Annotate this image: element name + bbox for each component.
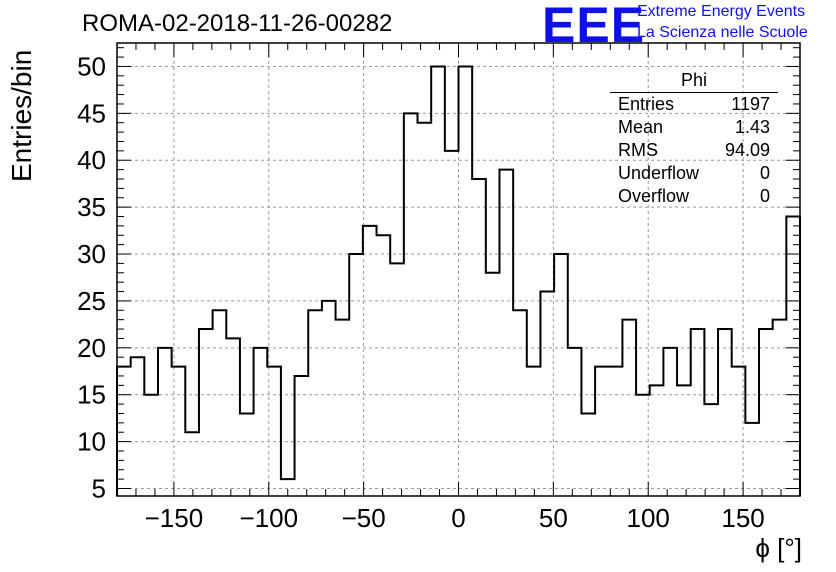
histogram-bin bbox=[554, 254, 568, 496]
histogram-bin bbox=[131, 357, 145, 496]
stats-label: RMS bbox=[618, 140, 658, 160]
histogram-bin bbox=[786, 217, 800, 496]
x-tick-label: 0 bbox=[451, 503, 465, 533]
stats-row-mean: Mean 1.43 bbox=[610, 116, 778, 139]
y-tick-label: 50 bbox=[77, 51, 106, 81]
x-tick-label: 100 bbox=[627, 503, 670, 533]
y-tick-label: 10 bbox=[77, 427, 106, 457]
histogram-bin bbox=[336, 320, 350, 496]
y-tick-label: 25 bbox=[77, 286, 106, 316]
histogram-bin bbox=[636, 395, 650, 496]
histogram-bin bbox=[745, 423, 759, 496]
histogram-bin bbox=[540, 292, 554, 496]
histogram-bin bbox=[513, 310, 527, 496]
x-tick-label: 50 bbox=[539, 503, 568, 533]
stats-title: Phi bbox=[610, 70, 778, 93]
histogram-bin bbox=[213, 310, 227, 496]
x-axis-label: ϕ [°] bbox=[755, 533, 802, 563]
y-tick-label: 40 bbox=[77, 145, 106, 175]
histogram-bin bbox=[240, 413, 254, 496]
x-tick-label: −150 bbox=[145, 503, 204, 533]
y-tick-label: 15 bbox=[77, 380, 106, 410]
stats-value: 94.09 bbox=[724, 140, 770, 160]
histogram-bin bbox=[254, 348, 268, 496]
y-axis-label: Entries/bin bbox=[6, 49, 37, 182]
histogram-bin bbox=[759, 329, 773, 496]
histogram-bin bbox=[527, 367, 541, 496]
stats-row-underflow: Underflow 0 bbox=[610, 162, 778, 185]
x-tick-label: 150 bbox=[721, 503, 764, 533]
histogram-bin bbox=[322, 301, 336, 496]
histogram-bin bbox=[718, 329, 732, 496]
histogram-bin bbox=[445, 151, 459, 496]
histogram-bin bbox=[117, 367, 131, 496]
stats-value: 1197 bbox=[731, 94, 770, 114]
histogram-bin bbox=[377, 235, 391, 496]
histogram-bin bbox=[226, 338, 240, 496]
histogram-bin bbox=[172, 367, 186, 496]
stats-value: 1.43 bbox=[734, 117, 770, 137]
stats-label: Mean bbox=[618, 117, 664, 137]
stats-row-entries: Entries 1197 bbox=[610, 93, 778, 116]
histogram-bin bbox=[609, 367, 623, 496]
histogram-bin bbox=[363, 226, 377, 496]
y-tick-label: 35 bbox=[77, 192, 106, 222]
histogram-bin bbox=[568, 348, 582, 496]
histogram-series bbox=[116, 65, 801, 496]
histogram-bin bbox=[704, 404, 718, 496]
x-tick-label: −100 bbox=[239, 503, 298, 533]
histogram-bin bbox=[431, 66, 445, 496]
histogram-bin bbox=[773, 320, 787, 496]
histogram-bin bbox=[404, 113, 418, 496]
stats-label: Overflow bbox=[618, 186, 690, 206]
histogram-bin bbox=[390, 263, 404, 496]
stats-value: 0 bbox=[759, 186, 770, 206]
histogram-bin bbox=[199, 329, 213, 496]
histogram-bin bbox=[308, 310, 322, 496]
axis-ticks bbox=[116, 43, 801, 496]
y-tick-label: 45 bbox=[77, 98, 106, 128]
stats-row-overflow: Overflow 0 bbox=[610, 185, 778, 208]
y-tick-label: 5 bbox=[92, 473, 106, 503]
stats-box: Phi Entries 1197 Mean 1.43 RMS 94.09 Und… bbox=[610, 70, 778, 208]
histogram-bin bbox=[349, 254, 363, 496]
histogram-bin bbox=[267, 367, 281, 496]
org-name-line2: La Scienza nelle Scuole bbox=[637, 24, 808, 41]
histogram-bin bbox=[677, 385, 691, 496]
histogram-bin bbox=[158, 348, 172, 496]
histogram-bin bbox=[650, 385, 664, 496]
histogram-bin bbox=[499, 170, 513, 496]
histogram-bin bbox=[185, 432, 199, 496]
histogram-bin bbox=[595, 367, 609, 496]
histogram-bin bbox=[144, 395, 158, 496]
tick-labels: −150 −100 −50 0 50 100 150 5 10 15 20 25 30 35 40 45 50 bbox=[77, 51, 765, 533]
stats-label: Entries bbox=[618, 94, 675, 114]
org-name-line1: Extreme Energy Events bbox=[637, 3, 806, 20]
histogram-bin bbox=[732, 367, 746, 496]
chart-title: ROMA-02-2018-11-26-00282 bbox=[82, 10, 393, 37]
y-tick-label: 20 bbox=[77, 333, 106, 363]
histogram-bin bbox=[472, 179, 486, 496]
stats-label: Underflow bbox=[618, 163, 700, 183]
y-tick-label: 30 bbox=[77, 239, 106, 269]
histogram-line bbox=[116, 65, 801, 496]
histogram-bin bbox=[691, 329, 705, 496]
stats-row-rms: RMS 94.09 bbox=[610, 139, 778, 162]
histogram-bin bbox=[486, 273, 500, 496]
histogram-bin bbox=[295, 376, 309, 496]
histogram-bin bbox=[418, 123, 432, 496]
histogram-bin bbox=[663, 348, 677, 496]
stats-value: 0 bbox=[759, 163, 770, 183]
x-tick-label: −50 bbox=[342, 503, 386, 533]
eee-logo: EEE bbox=[542, 0, 646, 53]
histogram-bin bbox=[459, 66, 473, 496]
histogram-bin bbox=[622, 320, 636, 496]
histogram-bin bbox=[581, 413, 595, 496]
